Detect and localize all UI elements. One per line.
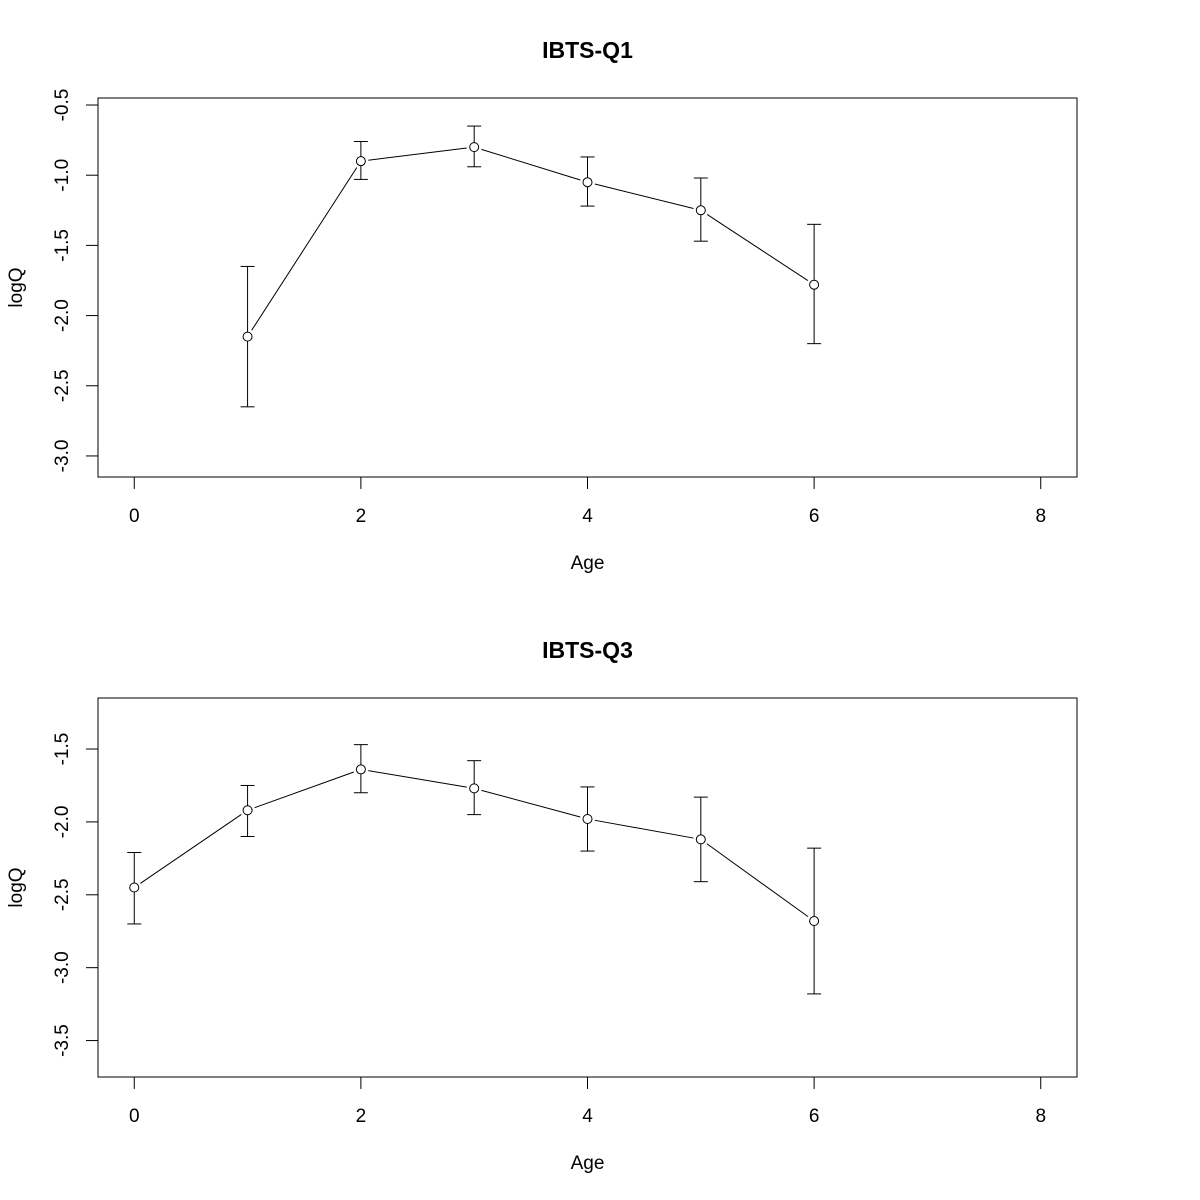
x-tick-label: 2 — [356, 506, 367, 527]
chart-panel-2: IBTS-Q3 0 2 4 6 8 Age -1.5 -2.0 -2.5 -3.0 -3.5 logQ — [6, 637, 1078, 1174]
series-segment — [368, 147, 467, 161]
y-tick-label: -1.0 — [52, 159, 73, 192]
chart-panel-1: IBTS-Q1 0 2 4 6 8 Age -0.5 -1.0 -1.5 -2.0 -2.5 -3.0 l… — [6, 37, 1078, 574]
x-axis-label: Age — [571, 553, 605, 574]
series-segment — [254, 771, 354, 809]
data-point — [469, 142, 480, 153]
data-point — [469, 783, 480, 794]
plot-frame — [97, 697, 1078, 1078]
y-tick-label: -3.0 — [52, 951, 73, 984]
chart-title: IBTS-Q3 — [542, 637, 633, 663]
series-segment — [594, 183, 694, 209]
data-point — [242, 331, 253, 342]
x-tick-label: 8 — [1035, 506, 1046, 527]
y-tick-label: -2.5 — [52, 369, 73, 402]
series-segment — [706, 843, 809, 918]
data-point — [695, 205, 706, 216]
x-tick-label: 0 — [129, 1106, 140, 1127]
x-tick-label: 4 — [582, 506, 593, 527]
chart-title: IBTS-Q1 — [542, 37, 633, 63]
y-tick-label: -3.0 — [52, 440, 73, 473]
y-axis-label: logQ — [6, 267, 27, 307]
data-point — [355, 764, 366, 775]
data-point — [129, 882, 140, 893]
y-tick-label: -2.5 — [52, 878, 73, 911]
y-tick-label: -2.0 — [52, 299, 73, 332]
x-tick-label: 8 — [1035, 1106, 1046, 1127]
data-point — [355, 156, 366, 167]
series-segment — [140, 814, 242, 884]
y-tick-label: -0.5 — [52, 89, 73, 122]
data-point — [582, 177, 593, 188]
series-segment — [368, 770, 467, 788]
series-1 — [127, 744, 822, 995]
y-tick-label: -1.5 — [52, 733, 73, 766]
x-tick-label: 0 — [129, 506, 140, 527]
series-1 — [240, 125, 822, 408]
series-segment — [481, 148, 581, 181]
y-tick-label: -3.5 — [52, 1024, 73, 1057]
y-tick-label: -2.0 — [52, 806, 73, 839]
data-point — [809, 279, 820, 290]
data-point — [582, 813, 593, 824]
data-point — [809, 916, 820, 927]
series-segment — [706, 213, 809, 281]
data-point — [695, 834, 706, 845]
series-segment — [251, 167, 358, 331]
y-axis-label: logQ — [6, 867, 27, 907]
x-tick-label: 6 — [809, 506, 820, 527]
x-tick-label: 6 — [809, 1106, 820, 1127]
x-axis-label: Age — [571, 1153, 605, 1174]
series-segment — [481, 789, 581, 818]
x-tick-label: 4 — [582, 1106, 593, 1127]
series-segment — [594, 819, 694, 839]
plot-frame — [97, 97, 1078, 478]
y-tick-label: -1.5 — [52, 229, 73, 262]
x-tick-label: 2 — [356, 1106, 367, 1127]
data-point — [242, 805, 253, 816]
